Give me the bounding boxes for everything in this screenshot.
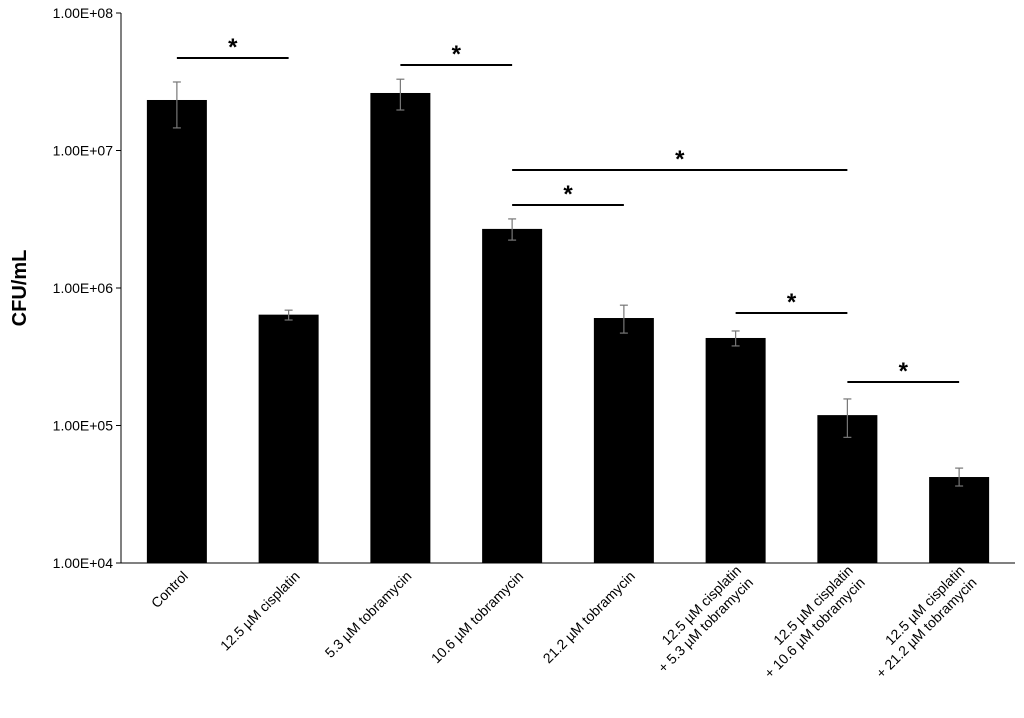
y-tick-label: 1.00E+06	[53, 280, 114, 296]
x-tick-label-line: 21.2 µM tobramycin	[540, 568, 638, 666]
x-tick-label: 12.5 µM cisplatin	[217, 568, 303, 654]
significance-label: *	[452, 41, 462, 68]
y-tick-label: 1.00E+07	[53, 143, 114, 159]
bar	[258, 314, 319, 563]
x-tick-label: 10.6 µM tobramycin	[428, 568, 526, 666]
x-tick-label-line: + 21.2 µM tobramycin	[873, 574, 980, 681]
significance-label: *	[787, 289, 797, 316]
y-tick-label: 1.00E+04	[53, 555, 114, 571]
significance-label: *	[228, 34, 238, 61]
bar	[817, 415, 878, 563]
x-tick-label: 12.5 µM cisplatin+ 10.6 µM tobramycin	[749, 562, 868, 681]
x-tick-label-line: 5.3 µM tobramycin	[322, 568, 415, 661]
x-tick-label: Control	[148, 568, 191, 611]
significance-label: *	[675, 146, 685, 173]
y-axis-label: CFU/mL	[9, 250, 31, 327]
bar	[370, 92, 431, 563]
y-tick-label: 1.00E+08	[53, 5, 114, 21]
significance-label: *	[563, 181, 573, 208]
x-tick-label-line: 12.5 µM cisplatin	[217, 568, 303, 654]
x-tick-label-line: 10.6 µM tobramycin	[428, 568, 526, 666]
bar	[146, 99, 207, 564]
x-tick-label: 21.2 µM tobramycin	[540, 568, 638, 666]
significance-label: *	[899, 358, 909, 385]
x-tick-label: 12.5 µM cisplatin+ 21.2 µM tobramycin	[861, 562, 980, 681]
bar	[482, 228, 543, 563]
bar	[593, 318, 654, 563]
x-tick-label-line: Control	[148, 568, 191, 611]
bar	[929, 477, 990, 563]
bar	[705, 337, 766, 563]
y-tick-label: 1.00E+05	[53, 418, 114, 434]
x-tick-label-line: + 10.6 µM tobramycin	[761, 574, 868, 681]
x-tick-label: 12.5 µM cisplatin+ 5.3 µM tobramycin	[643, 562, 757, 676]
x-tick-label: 5.3 µM tobramycin	[322, 568, 415, 661]
